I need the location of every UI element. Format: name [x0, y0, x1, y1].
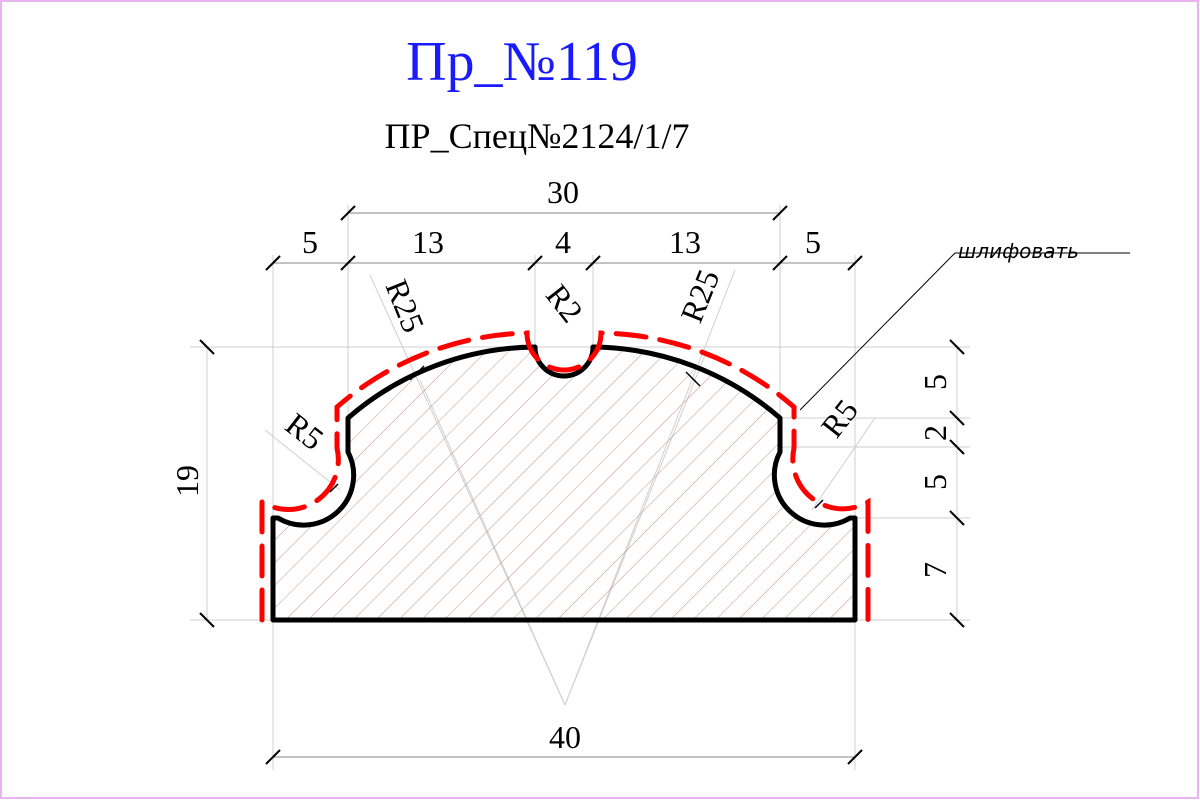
radius-right-fillet: R5 — [814, 392, 865, 444]
dim-top-seg-4: 13 — [669, 224, 701, 260]
outline-marks — [329, 365, 824, 509]
dim-right-seg-1: 5 — [917, 374, 953, 390]
drawing-title: Пр_№119 — [406, 31, 638, 93]
dim-bottom-overall: 40 — [549, 719, 581, 755]
drawing-subtitle: ПР_Спец№2124/1/7 — [385, 116, 690, 156]
dim-top-seg-5: 5 — [805, 224, 821, 260]
grind-note: шлифовать — [958, 239, 1079, 263]
dim-right-seg-2: 2 — [917, 425, 953, 441]
dim-top-seg-2: 13 — [412, 224, 444, 260]
note-leader — [799, 252, 1130, 411]
radius-left-fillet: R5 — [279, 406, 331, 457]
radius-center-groove: R2 — [539, 277, 590, 329]
dimension-lines — [273, 212, 855, 758]
radius-right-arc: R25 — [673, 264, 726, 327]
grind-line — [259, 330, 871, 623]
profile-outline — [270, 344, 858, 623]
dim-top-seg-3: 4 — [555, 224, 571, 260]
dim-right-seg-4: 7 — [917, 562, 953, 578]
dim-top-seg-1: 5 — [302, 224, 318, 260]
dimension-ticks — [199, 205, 965, 765]
dim-top-overall: 30 — [547, 174, 579, 210]
dim-left-height: 19 — [169, 465, 205, 497]
dim-right-seg-3: 5 — [917, 474, 953, 490]
radius-left-arc: R25 — [379, 274, 432, 337]
